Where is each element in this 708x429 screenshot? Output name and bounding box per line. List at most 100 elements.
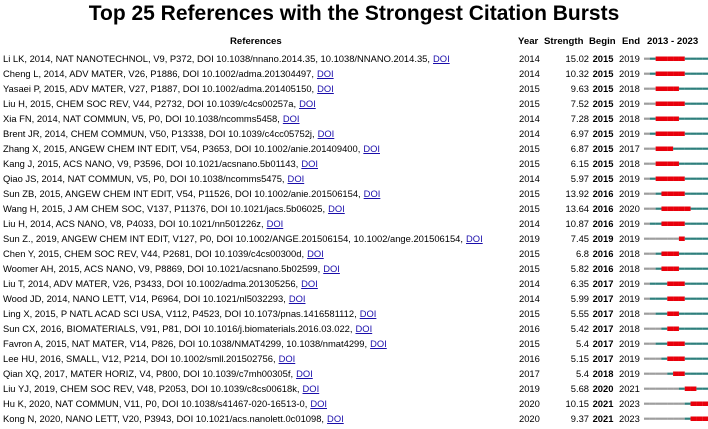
- burst-timeline: [644, 311, 708, 316]
- reference-cell: Qiao JS, 2014, NAT COMMUN, V5, P0, DOI 1…: [3, 171, 304, 186]
- doi-link[interactable]: DOI: [317, 83, 334, 94]
- baseline-segment: [696, 312, 703, 315]
- reference-cell: Cheng L, 2014, ADV MATER, V26, P1886, DO…: [3, 66, 334, 81]
- burst-segment: [673, 356, 679, 361]
- burst-timeline: [644, 131, 708, 136]
- inactive-segment: [644, 207, 650, 210]
- burst-segment: [655, 71, 662, 76]
- inactive-segment: [644, 162, 650, 165]
- doi-link[interactable]: DOI: [323, 263, 340, 274]
- baseline-segment: [690, 252, 697, 255]
- reference-text: Liu T, 2014, ADV MATER, V26, P3433, DOI …: [3, 278, 299, 289]
- doi-link[interactable]: DOI: [287, 173, 305, 184]
- doi-link[interactable]: DOI: [317, 128, 335, 139]
- baseline-segment: [690, 327, 697, 330]
- burst-segment: [661, 56, 668, 61]
- reference-text: Cheng L, 2014, ADV MATER, V26, P1886, DO…: [3, 68, 314, 79]
- baseline-segment: [696, 357, 703, 360]
- baseline-segment: [649, 222, 656, 225]
- burst-segment: [673, 116, 679, 121]
- table-row: Li LK, 2014, NAT NANOTECHNOL, V9, P372, …: [0, 51, 708, 66]
- doi-link[interactable]: DOI: [310, 398, 327, 409]
- inactive-segment: [644, 177, 650, 180]
- inactive-segment: [667, 387, 674, 390]
- inactive-segment: [661, 387, 668, 390]
- burst-segment: [661, 266, 668, 271]
- baseline-segment: [702, 267, 708, 270]
- baseline-segment: [690, 117, 697, 120]
- inactive-segment: [644, 342, 650, 345]
- doi-link[interactable]: DOI: [328, 203, 345, 214]
- burst-segment: [667, 356, 674, 361]
- burst-segment: [667, 296, 674, 301]
- baseline-segment: [696, 327, 703, 330]
- baseline-segment: [696, 102, 703, 105]
- strength-cell: 6.15: [570, 158, 589, 169]
- inactive-segment: [655, 327, 662, 330]
- inactive-segment: [644, 297, 650, 300]
- burst-segment: [678, 176, 685, 181]
- reference-cell: Wang H, 2015, J AM CHEM SOC, V137, P1137…: [3, 201, 345, 216]
- burst-segment: [678, 56, 685, 61]
- burst-timeline: [644, 251, 708, 256]
- reference-cell: Hu K, 2020, NAT COMMUN, V11, P0, DOI 10.…: [3, 396, 327, 411]
- doi-link[interactable]: DOI: [302, 383, 320, 394]
- inactive-segment: [649, 102, 656, 105]
- burst-timeline: [644, 191, 708, 196]
- reference-cell: Kong N, 2020, NANO LETT, V20, P3943, DOI…: [3, 411, 344, 426]
- baseline-segment: [684, 222, 691, 225]
- burst-segment: [673, 206, 679, 211]
- inactive-segment: [644, 117, 650, 120]
- baseline-segment: [661, 297, 668, 300]
- doi-link[interactable]: DOI: [307, 248, 324, 259]
- doi-link[interactable]: DOI: [466, 233, 483, 244]
- doi-link[interactable]: DOI: [433, 53, 450, 64]
- doi-link[interactable]: DOI: [355, 323, 373, 334]
- baseline-segment: [696, 237, 703, 240]
- doi-link[interactable]: DOI: [316, 68, 334, 79]
- inactive-segment: [661, 237, 668, 240]
- end-cell: 2023: [619, 413, 640, 424]
- end-cell: 2018: [619, 308, 640, 319]
- burst-segment: [678, 236, 685, 241]
- burst-segment: [667, 191, 674, 196]
- burst-timeline: [644, 371, 708, 376]
- begin-cell: 2021: [592, 413, 614, 424]
- doi-link[interactable]: DOI: [299, 98, 316, 109]
- begin-cell: 2016: [592, 188, 614, 199]
- baseline-segment: [696, 297, 703, 300]
- table-row: Qian XQ, 2017, MATER HORIZ, V4, P800, DO…: [0, 366, 708, 381]
- doi-link[interactable]: DOI: [266, 218, 284, 229]
- doi-link[interactable]: DOI: [296, 368, 313, 379]
- burst-segment: [673, 176, 679, 181]
- baseline-segment: [655, 207, 662, 210]
- doi-link[interactable]: DOI: [282, 113, 300, 124]
- doi-link[interactable]: DOI: [327, 413, 344, 424]
- doi-link[interactable]: DOI: [370, 338, 387, 349]
- doi-link[interactable]: DOI: [359, 308, 377, 319]
- end-cell: 2019: [619, 98, 640, 109]
- end-cell: 2017: [619, 143, 640, 154]
- table-row: Lee HU, 2016, SMALL, V12, P214, DOI 10.1…: [0, 351, 708, 366]
- doi-link[interactable]: DOI: [363, 188, 381, 199]
- doi-link[interactable]: DOI: [363, 143, 380, 154]
- burst-segment: [678, 101, 685, 106]
- doi-link[interactable]: DOI: [278, 353, 296, 364]
- baseline-segment: [702, 312, 708, 315]
- burst-timeline: [644, 386, 708, 391]
- doi-link[interactable]: DOI: [288, 293, 306, 304]
- baseline-segment: [649, 177, 656, 180]
- burst-segment: [673, 161, 679, 166]
- doi-link[interactable]: DOI: [301, 158, 319, 169]
- inactive-segment: [678, 417, 685, 420]
- strength-cell: 6.8: [575, 248, 589, 259]
- reference-cell: Zhang X, 2015, ANGEW CHEM INT EDIT, V54,…: [3, 141, 380, 156]
- inactive-segment: [644, 192, 650, 195]
- doi-link[interactable]: DOI: [301, 278, 318, 289]
- baseline-segment: [702, 357, 708, 360]
- year-cell: 2020: [519, 398, 540, 409]
- baseline-segment: [661, 342, 668, 345]
- year-cell: 2017: [519, 368, 540, 379]
- begin-cell: 2015: [592, 158, 614, 169]
- strength-cell: 7.28: [570, 113, 589, 124]
